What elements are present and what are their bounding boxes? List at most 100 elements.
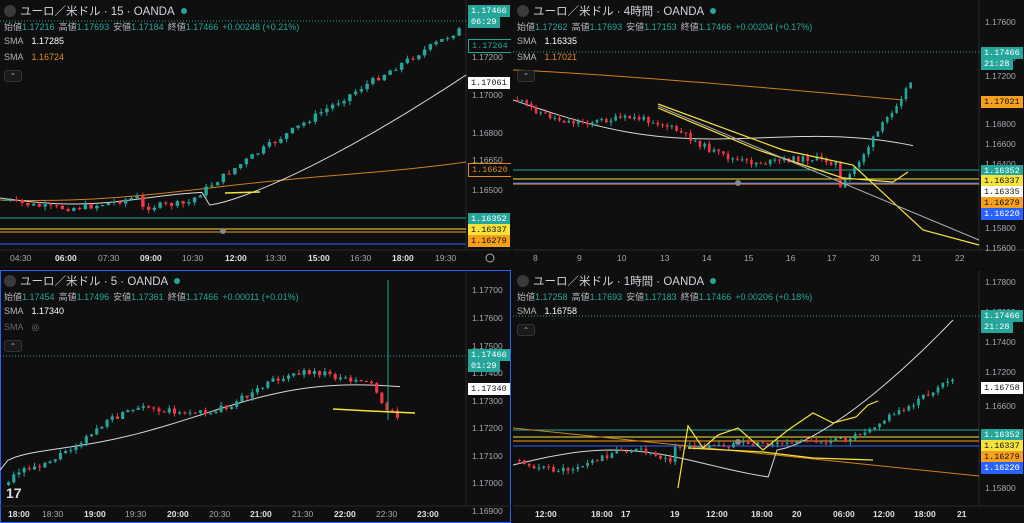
price-chart-canvas[interactable]	[0, 270, 511, 523]
price-axis-label: 1.16800	[472, 128, 503, 138]
candle-body	[115, 416, 120, 419]
candle-body	[678, 446, 682, 448]
ohlc-values: 始値1.17216 高値1.17693 安値1.17184 終値1.17466 +0.0…	[4, 20, 299, 33]
candle-body	[279, 138, 283, 143]
price-chart-canvas[interactable]	[0, 0, 511, 268]
chart-pane-15m[interactable]: ユーロ／米ドル · 15 · OANDA 始値1.17216 高値1.17693 安値…	[0, 0, 511, 268]
time-axis-label: 17	[827, 253, 837, 263]
price-axis-label: 1.17300	[472, 396, 503, 406]
candle-body	[790, 442, 794, 444]
price-chart-canvas[interactable]	[513, 0, 1024, 268]
price-axis-label: 1.16650	[472, 155, 503, 165]
candle-body	[330, 104, 335, 109]
candle-body	[768, 159, 772, 164]
candle-body	[229, 406, 234, 409]
ohlc-h-label: 高値	[571, 22, 590, 32]
sma-legend-row[interactable]: SMA 1.16758	[517, 306, 577, 316]
price-axis-label: 1.17800	[985, 277, 1016, 287]
candle-body	[736, 158, 739, 160]
candle-body	[380, 392, 384, 403]
hidden-eye-icon: ◎	[31, 322, 40, 332]
chart-title-bar[interactable]: ユーロ／米ドル · 4時間 · OANDA	[517, 3, 717, 19]
candle-body	[121, 412, 125, 419]
tradingview-logo[interactable]: 17	[6, 485, 22, 501]
candle-body	[318, 370, 322, 376]
candle-body	[707, 445, 711, 449]
candle-body	[628, 115, 632, 119]
candle-body	[764, 163, 767, 165]
candle-body	[659, 455, 662, 459]
candle-body	[824, 442, 828, 444]
candle-body	[434, 41, 438, 45]
sma-legend-row[interactable]: SMA 1.16335	[517, 36, 577, 46]
price-tag: 1.17466	[981, 47, 1023, 59]
candle-body	[110, 416, 114, 420]
time-axis-label: 20:30	[209, 509, 231, 519]
time-axis-label: 18:00	[392, 253, 414, 263]
chart-title-bar[interactable]: ユーロ／米ドル · 5 · OANDA	[4, 273, 181, 289]
time-axis-label: 10:30	[182, 253, 204, 263]
ohlc-c-label: 終値	[680, 22, 699, 32]
drawn-trendline	[657, 103, 980, 246]
candle-body	[17, 472, 21, 475]
sma-value: 1.16724	[31, 52, 65, 62]
candle-body	[634, 448, 638, 451]
ohlc-l-value: 1.17361	[131, 292, 164, 302]
candle-body	[158, 202, 162, 208]
ohlc-c-value: 1.17466	[698, 292, 732, 302]
price-axis-label: 1.17200	[472, 423, 503, 433]
candle-body	[625, 451, 628, 453]
candle-body	[48, 461, 52, 463]
time-axis-label: 21	[912, 253, 922, 263]
time-axis-label: 15	[744, 253, 754, 263]
candle-body	[256, 153, 260, 155]
chart-pane-4h[interactable]: ユーロ／米ドル · 4時間 · OANDA 始値1.17262 高値1.17693 安…	[513, 0, 1024, 268]
ohlc-h-label: 高値	[571, 292, 590, 302]
candle-body	[106, 202, 111, 206]
candle-body	[829, 440, 833, 444]
drawn-trendline	[657, 105, 980, 241]
candle-body	[795, 441, 799, 444]
collapse-legend-button[interactable]: ⌃	[517, 324, 535, 336]
collapse-legend-button[interactable]: ⌃	[517, 70, 535, 82]
candle-body	[800, 439, 804, 442]
candle-body	[235, 401, 239, 407]
sma-legend-row[interactable]: SMA 1.16724	[4, 52, 64, 62]
sma-legend-row[interactable]: SMA ◎	[4, 322, 39, 333]
candle-body	[359, 89, 364, 92]
ohlc-h-value: 1.17693	[589, 22, 623, 32]
candle-body	[857, 161, 861, 168]
collapse-legend-button[interactable]: ⌃	[4, 340, 22, 352]
candle-body	[805, 439, 808, 441]
collapse-legend-button[interactable]: ⌃	[4, 70, 22, 82]
price-tag: 1.16220	[981, 462, 1023, 474]
time-axis-label: 18:00	[914, 509, 936, 519]
sma-legend-row[interactable]: SMA 1.17021	[517, 52, 577, 62]
chart-pane-5m[interactable]: ユーロ／米ドル · 5 · OANDA 始値1.17454 高値1.17496 安値1…	[0, 270, 511, 523]
candle-body	[457, 28, 461, 36]
candle-body	[773, 159, 777, 161]
candle-body	[766, 443, 769, 446]
candle-body	[100, 426, 104, 429]
chart-title-bar[interactable]: ユーロ／米ドル · 15 · OANDA	[4, 3, 187, 19]
ohlc-o-value: 1.17258	[535, 292, 568, 302]
candle-body	[670, 125, 674, 127]
candle-body	[187, 202, 191, 204]
sma-legend-row[interactable]: SMA 1.17285	[4, 36, 64, 46]
candle-body	[771, 444, 774, 446]
price-chart-canvas[interactable]	[513, 270, 1024, 523]
chart-pane-1h[interactable]: ユーロ／米ドル · 1時間 · OANDA 始値1.17258 高値1.17693 安…	[513, 270, 1024, 523]
candle-body	[708, 143, 711, 152]
candle-body	[819, 442, 823, 444]
candle-body	[542, 466, 546, 468]
chart-title-bar[interactable]: ユーロ／米ドル · 1時間 · OANDA	[517, 273, 717, 289]
candle-body	[353, 91, 358, 95]
time-axis-label: 21:30	[292, 509, 314, 519]
sma-legend-row[interactable]: SMA 1.17340	[4, 306, 64, 316]
price-tag: 1.17466	[981, 310, 1023, 322]
candle-body	[364, 381, 368, 383]
candle-body	[302, 370, 306, 375]
candles-group	[516, 82, 912, 188]
candle-body	[907, 406, 911, 411]
sma-value: 1.16335	[544, 36, 578, 46]
